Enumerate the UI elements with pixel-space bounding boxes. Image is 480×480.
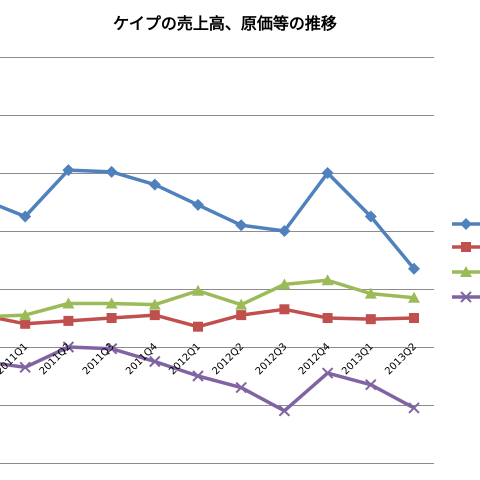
data-point	[62, 164, 75, 177]
legend-marker	[460, 266, 472, 277]
data-point	[364, 287, 377, 299]
legend	[452, 218, 480, 303]
data-point	[408, 262, 420, 275]
data-point	[235, 298, 248, 310]
x-tick-label: 2011Q4	[124, 341, 160, 377]
legend-marker	[461, 242, 471, 252]
data-point	[321, 167, 334, 179]
data-point	[235, 219, 248, 232]
data-point	[105, 165, 118, 178]
data-point	[148, 298, 161, 310]
data-point	[105, 297, 118, 309]
x-tick-label: 2013Q1	[340, 341, 376, 377]
data-point	[408, 402, 420, 414]
x-tick-labels: 2011Q1 2011Q2 2011Q3 2011Q4 2012Q1 2012Q2 2012…	[0, 341, 419, 377]
data-point	[20, 318, 31, 329]
series-4	[0, 341, 420, 417]
data-point	[19, 210, 32, 223]
data-point	[279, 304, 290, 315]
legend-marker	[460, 291, 472, 303]
data-point	[148, 178, 161, 191]
data-point	[322, 313, 333, 323]
x-tick-label: 2012Q2	[210, 341, 246, 377]
data-point	[321, 274, 334, 286]
data-point	[193, 321, 203, 332]
data-point	[192, 370, 204, 382]
data-point	[365, 378, 377, 391]
data-point	[63, 315, 74, 326]
gridlines	[0, 57, 434, 464]
data-point	[106, 313, 117, 323]
data-point	[409, 313, 419, 323]
data-point	[149, 310, 160, 321]
data-point	[19, 309, 32, 321]
data-point	[19, 361, 31, 374]
data-point	[62, 297, 75, 309]
series-line	[0, 278, 415, 318]
data-point	[321, 367, 334, 379]
x-tick-label: 2011Q1	[0, 341, 30, 377]
series-1	[0, 164, 420, 275]
series-layer	[0, 164, 420, 417]
data-point	[365, 314, 376, 325]
data-point	[278, 225, 291, 237]
data-point	[278, 405, 291, 417]
series-line	[0, 168, 416, 270]
data-point	[149, 355, 161, 368]
series-2	[0, 304, 419, 332]
legend-entry-3	[452, 266, 480, 277]
legend-entry-2	[452, 242, 480, 252]
legend-entry-4	[452, 291, 480, 303]
series-line	[0, 307, 415, 329]
legend-marker	[460, 218, 472, 230]
chart-title: ケイプの売上高、原価等の推移	[113, 14, 337, 33]
data-point	[192, 198, 204, 211]
x-tick-label: 2013Q2	[383, 341, 419, 377]
legend-entry-1	[452, 218, 480, 230]
data-point	[236, 310, 247, 321]
data-point	[192, 284, 204, 296]
data-point	[278, 278, 291, 290]
data-point	[105, 343, 118, 355]
series-3	[0, 274, 420, 321]
data-point	[62, 341, 75, 353]
x-tick-label: 2012Q3	[254, 341, 290, 377]
data-point	[235, 381, 247, 394]
data-point	[364, 210, 377, 223]
data-point	[408, 291, 420, 303]
